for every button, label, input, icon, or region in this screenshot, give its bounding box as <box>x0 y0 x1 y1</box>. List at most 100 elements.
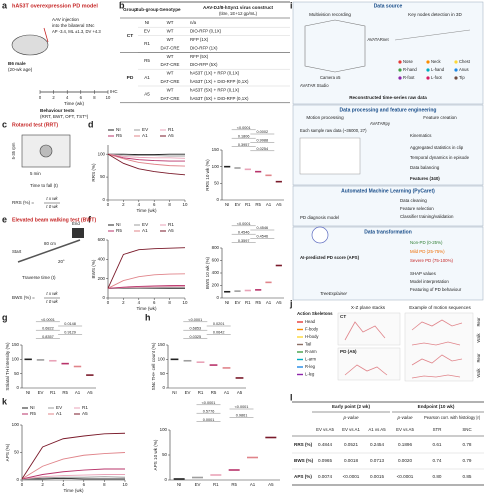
table-cell: RRS (%) <box>294 442 313 447</box>
y-tick-label: 150 <box>212 147 220 152</box>
x-tick-label: NI <box>225 300 229 305</box>
panel-letter: c <box>2 119 7 129</box>
panel-title: Elevated beam walking test (BWT) <box>12 217 96 223</box>
legend-label: NI <box>116 222 121 227</box>
label: Temporal dynamics in episode <box>410 155 470 160</box>
legend-label: EV <box>56 405 63 410</box>
x-tick-label: R1 <box>213 482 219 487</box>
legend-label: A5 <box>168 133 174 138</box>
x-axis-label: Time (wk) <box>137 306 157 311</box>
label: Data balancing <box>410 165 440 170</box>
table-cell: 0.1896 <box>398 442 412 447</box>
table-cell: WT <box>167 20 174 25</box>
label: Data cleaning <box>400 198 427 203</box>
label: IHC <box>110 89 118 94</box>
x-tick-label: 0 <box>21 482 24 487</box>
table-cell: DAT-CRE <box>161 79 180 84</box>
table-cell: 0.61 <box>433 442 442 447</box>
label: Time (wk) <box>64 101 84 106</box>
label: AP -3.4, ML ±1.3, DV +4.3 <box>52 29 101 34</box>
x-tick-label: 6 <box>153 202 156 207</box>
label: Traverse time (t) <box>22 275 56 280</box>
label: A1 vs A5 <box>368 427 386 432</box>
y-axis-label: Striatal TH intensity (%) <box>5 342 10 391</box>
y-tick-label: 200 <box>98 276 106 281</box>
table-cell: hA53T (1X) + DIO-RFP (0,1X) <box>190 79 249 84</box>
y-axis-label: RRS (%) <box>91 163 96 182</box>
node-swatch <box>426 68 430 72</box>
y-tick-label: 100 <box>160 427 168 432</box>
series-line <box>21 432 126 480</box>
table-cell: <0.0001 <box>397 474 414 479</box>
timeline-label: 2 <box>52 95 55 100</box>
y-tick-label: 0 <box>165 477 168 482</box>
label: Non-PD (0-25%) <box>410 240 443 245</box>
panel-letter: d <box>88 119 94 129</box>
legend-label: L-hand <box>431 67 445 72</box>
label: t 0 wk <box>46 204 58 209</box>
panel-letter: h <box>145 312 151 322</box>
table-cell: PD <box>127 75 134 81</box>
table-cell: NI <box>145 20 150 25</box>
node-swatch <box>454 76 458 80</box>
label: End <box>72 221 80 226</box>
label: Motion processing <box>306 115 344 120</box>
table-cell: DAT-CRE <box>161 96 180 101</box>
y-tick-label: 0 <box>17 385 20 390</box>
y-axis-label: BWS 10 wk (%) <box>205 256 210 289</box>
node-swatch <box>454 68 458 72</box>
legend-label: R1 <box>82 405 88 410</box>
panel-letter: f <box>88 214 92 224</box>
legend-label: L-leg <box>305 372 315 377</box>
label: p-value <box>396 415 413 420</box>
label: EV vs A5 <box>316 427 334 432</box>
y-axis-label: SNc TH+ cell count (%) <box>151 342 156 390</box>
x-tick-label: 2 <box>122 300 125 305</box>
mouse-icon <box>11 34 49 56</box>
x-tick-label: 10 <box>183 300 188 305</box>
legend-label: A1 <box>142 133 148 138</box>
x-tick-label: 10 <box>183 202 188 207</box>
label: SHAP values <box>410 271 437 276</box>
y-tick-label: 0 <box>103 295 106 300</box>
panel-letter: j <box>289 298 293 308</box>
legend-label: Tip <box>459 75 465 80</box>
legend-label: NI <box>30 405 35 410</box>
y-tick-label: 50 <box>14 450 19 455</box>
table-cell: DAT-CRE <box>161 62 180 67</box>
label: TreeExplainer <box>320 291 348 296</box>
y-tick-label: 50 <box>214 180 219 185</box>
legend-label: Neck <box>431 59 441 64</box>
p-value: 0.3597 <box>238 239 250 243</box>
panel-title: hA53T overexpression PD model <box>12 3 98 9</box>
x-tick-label: R1 <box>198 390 204 395</box>
legend-label: Tail <box>305 342 311 347</box>
p-value: <0.0001 <box>202 401 216 405</box>
x-tick-label: 2 <box>122 202 125 207</box>
table-cell: n/a <box>190 20 197 25</box>
legend-label: Head <box>305 319 316 324</box>
y-tick-label: 100 <box>12 422 20 427</box>
table-cell: A1 <box>144 75 150 80</box>
table-cell: WT <box>167 54 174 59</box>
table-cell: 0.74 <box>433 458 442 463</box>
x-tick-label: 8 <box>168 202 171 207</box>
label: STR <box>433 427 442 432</box>
p-value: 0.6822 <box>42 326 54 330</box>
p-value: 0.0325 <box>189 335 201 339</box>
p-value: 0.0201 <box>213 322 225 326</box>
x-tick-label: 0 <box>107 202 110 207</box>
legend-label: L-foot <box>431 75 443 80</box>
y-tick-label: 0 <box>163 385 166 390</box>
x-tick-label: EV <box>195 482 201 487</box>
y-tick-label: 0 <box>103 197 106 202</box>
legend-label: R5 <box>30 411 36 416</box>
node-swatch <box>426 60 430 64</box>
label: Mild PD (25-75%) <box>410 249 445 254</box>
table-cell: 0.0018 <box>344 458 358 463</box>
table-cell: R1 <box>144 41 150 46</box>
label: 5-35 rpm <box>11 142 16 159</box>
label: t x wk <box>46 196 58 201</box>
label: Time to fall (t) <box>30 183 58 188</box>
label: EV vs A5 <box>396 427 414 432</box>
